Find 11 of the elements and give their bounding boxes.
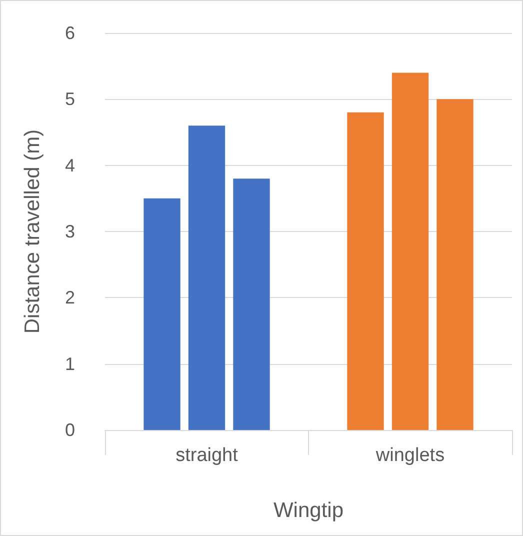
x-tick-label: winglets: [374, 445, 445, 466]
y-tick-label: 5: [64, 89, 75, 110]
y-tick-label: 4: [64, 155, 75, 176]
y-tick-label: 3: [64, 222, 75, 242]
y-tick-label: 6: [64, 23, 75, 43]
x-axis-title: Wingtip: [273, 499, 344, 522]
y-tick-label: 1: [64, 354, 75, 374]
y-tick-label: 0: [64, 420, 75, 440]
x-tick-label: straight: [176, 445, 239, 466]
y-axis-title: Distance travelled (m): [21, 129, 44, 334]
y-tick-label: 2: [64, 288, 75, 308]
